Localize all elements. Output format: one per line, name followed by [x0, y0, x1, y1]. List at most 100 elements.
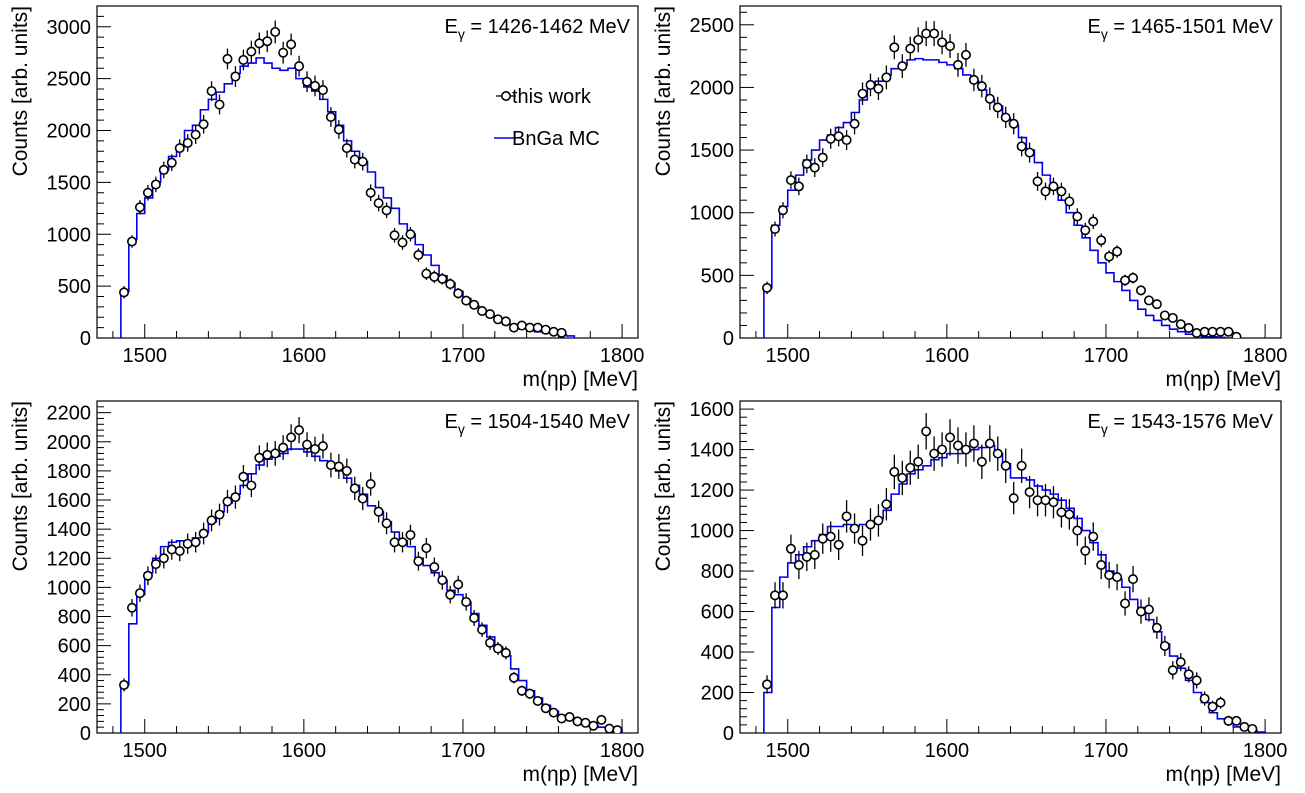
data-point: [1215, 326, 1226, 337]
data-point: [1064, 196, 1075, 207]
y-tick-label: 1400: [690, 440, 735, 462]
data-point: [373, 506, 384, 517]
data-point: [921, 426, 932, 437]
data-point: [1120, 598, 1131, 609]
y-tick-label: 1600: [47, 490, 92, 512]
data-point: [841, 135, 852, 146]
data-point: [381, 518, 392, 529]
data-point: [857, 88, 868, 99]
data-point: [1175, 657, 1186, 668]
x-tick-label: 1600: [282, 345, 327, 367]
data-point: [421, 268, 432, 279]
data-point: [1016, 460, 1027, 471]
data-point: [405, 229, 416, 240]
data-point: [984, 438, 995, 449]
y-tick-label: 1800: [47, 461, 92, 483]
chart-panel-2: 1500 1600 1700 1800 0 500 1000 1500 2000 2500 m(ηp…: [652, 5, 1288, 391]
data-point: [873, 83, 884, 94]
data-point: [246, 480, 257, 491]
data-point: [1128, 272, 1139, 283]
data-point: [540, 703, 551, 714]
y-tick-label: 400: [701, 642, 734, 664]
data-point: [1112, 572, 1123, 583]
x-tick-label: 1800: [1243, 345, 1288, 367]
data-point: [508, 672, 519, 683]
data-point: [857, 535, 868, 546]
data-point: [174, 143, 185, 154]
data-point: [1056, 507, 1067, 518]
data-point: [1088, 216, 1099, 227]
plot-area: [762, 21, 1242, 338]
data-point: [325, 112, 336, 123]
data-point: [485, 309, 496, 320]
data-point: [1199, 326, 1210, 337]
data-point: [849, 118, 860, 129]
data-point: [190, 537, 201, 548]
x-tick-label: 1600: [282, 740, 327, 762]
y-tick-label: 1200: [47, 548, 92, 570]
data-point: [1207, 326, 1218, 337]
data-point: [413, 556, 424, 567]
data-point: [556, 327, 567, 338]
data-point: [960, 49, 971, 60]
data-point: [206, 515, 217, 526]
y-tick-label: 0: [723, 723, 734, 745]
data-point: [309, 444, 320, 455]
data-point: [222, 53, 233, 64]
data-point: [1159, 310, 1170, 321]
data-point: [500, 316, 511, 327]
data-point: [1199, 693, 1210, 704]
data-point: [976, 456, 987, 467]
data-point: [1080, 225, 1091, 236]
y-axis-title: Counts [arb. units]: [652, 6, 675, 176]
data-point: [286, 432, 297, 443]
y-tick-label: 1000: [690, 203, 735, 225]
data-point: [222, 496, 233, 507]
x-tick-label: 1500: [765, 345, 810, 367]
data-point: [333, 124, 344, 135]
data-point: [230, 492, 241, 503]
data-point: [929, 28, 940, 39]
data-point: [881, 72, 892, 83]
data-point: [556, 713, 567, 724]
data-point: [429, 271, 440, 282]
data-point: [1040, 495, 1051, 506]
data-point: [134, 588, 145, 599]
y-tick-label: 2500: [47, 69, 92, 91]
data-point: [960, 444, 971, 455]
data-point: [937, 37, 948, 48]
data-point: [825, 133, 836, 144]
data-point: [119, 679, 130, 690]
y-tick-label: 1600: [690, 399, 735, 421]
data-point: [572, 716, 583, 727]
data-point: [453, 288, 464, 299]
data-point: [270, 26, 281, 37]
data-point: [945, 432, 956, 443]
data-point: [381, 205, 392, 216]
data-point: [1191, 327, 1202, 338]
data-point: [246, 46, 257, 57]
data-point: [785, 175, 796, 186]
plot-area: [119, 417, 623, 733]
data-point: [992, 448, 1003, 459]
y-tick-label: 0: [80, 723, 91, 745]
data-point: [1048, 181, 1059, 192]
data-point: [142, 570, 153, 581]
y-tick-label: 1000: [47, 224, 92, 246]
x-axis-title: m(ηp) [MeV]: [1165, 368, 1281, 391]
energy-range-label: Eγ = 1543-1576 MeV: [1088, 411, 1274, 437]
data-point: [1159, 640, 1170, 651]
data-point: [134, 202, 145, 213]
data-point: [492, 643, 503, 654]
data-point: [413, 250, 424, 261]
data-point: [968, 438, 979, 449]
data-point: [905, 462, 916, 473]
data-point: [1231, 331, 1242, 338]
y-tick-label: 1400: [47, 519, 92, 541]
mc-histogram-line: [120, 448, 623, 733]
data-point: [897, 61, 908, 72]
data-point: [809, 549, 820, 560]
y-tick-label: 800: [701, 561, 734, 583]
data-point: [119, 287, 130, 298]
